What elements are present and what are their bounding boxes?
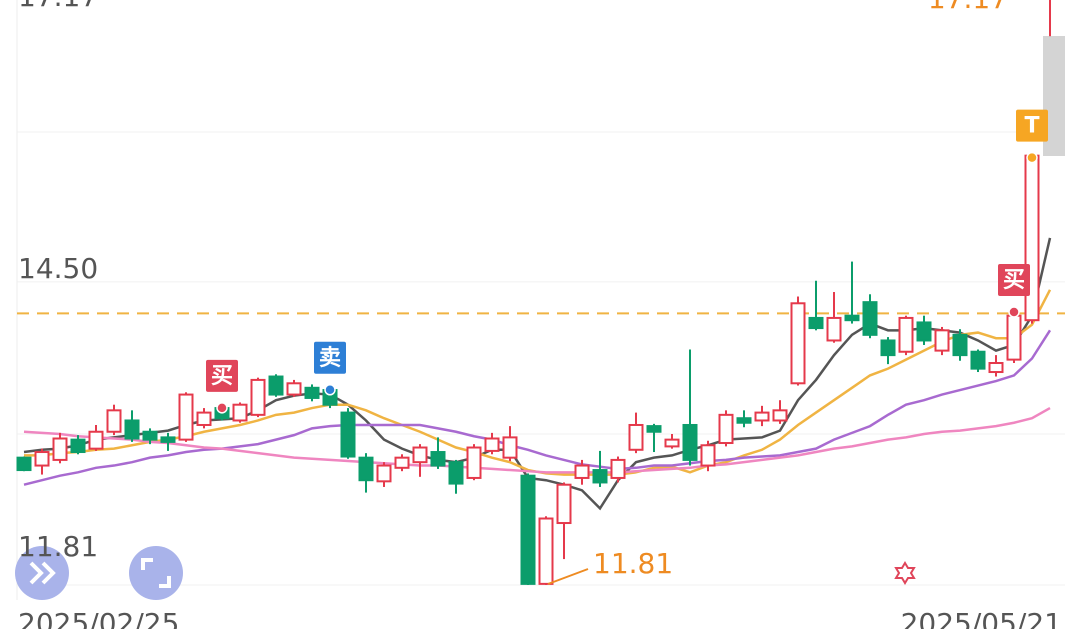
candle-body <box>952 333 968 357</box>
event-star[interactable] <box>894 561 916 585</box>
candle-body <box>484 437 500 452</box>
candle-body <box>394 456 410 469</box>
candle-body <box>574 464 590 479</box>
candle-body <box>628 423 644 451</box>
candle-body <box>664 438 680 448</box>
candle-body <box>556 483 572 525</box>
candle-body <box>304 386 320 399</box>
marker-dot <box>324 384 336 396</box>
low-label: 11.81 <box>593 547 673 580</box>
candle-body <box>106 409 122 433</box>
candle-body <box>700 444 716 467</box>
marker-dot <box>1008 306 1020 318</box>
candle-body <box>844 314 860 322</box>
marker-badge <box>1016 109 1048 142</box>
candle-body <box>268 375 284 396</box>
candle-body <box>124 419 140 440</box>
marker-badge <box>206 359 238 392</box>
plot-area <box>16 0 1065 586</box>
candle-body <box>988 362 1004 374</box>
candle-body <box>970 350 986 370</box>
candle-body <box>538 517 554 585</box>
ma-line <box>23 237 1052 511</box>
candle-body <box>646 425 662 433</box>
candle-body <box>826 316 842 342</box>
marker-label: T <box>1024 114 1039 139</box>
scrollbar[interactable] <box>1043 36 1065 156</box>
y-tick-label: 11.81 <box>18 530 98 563</box>
candle-body <box>142 430 158 441</box>
candle-body <box>1006 314 1022 361</box>
candle-body <box>718 413 734 445</box>
candle-body <box>592 469 608 484</box>
fullscreen-button[interactable] <box>129 546 183 600</box>
low-pointer <box>547 568 589 585</box>
candle-body <box>376 464 392 483</box>
ma-line <box>23 406 1051 474</box>
marker-badge <box>998 264 1030 297</box>
candle-body <box>448 461 464 485</box>
candle-body <box>88 430 104 450</box>
candle-body <box>790 302 806 385</box>
candle-body <box>16 456 32 472</box>
marker-dot <box>1026 151 1038 164</box>
candle-body <box>52 437 68 461</box>
y-tick-label: 14.50 <box>18 252 98 285</box>
ma-line <box>23 329 1052 486</box>
candle-body <box>772 409 788 422</box>
candle-body <box>808 316 824 330</box>
high-label: 17.17 <box>928 0 1008 15</box>
candle-body <box>736 417 752 424</box>
candle-body <box>682 423 698 461</box>
marker-label: 买 <box>211 364 233 389</box>
candle-body <box>898 316 914 353</box>
x-tick-label: 2025/05/21 <box>901 607 1062 629</box>
candle-body <box>196 411 212 426</box>
candle-body <box>754 411 770 422</box>
ma-line <box>24 289 1052 476</box>
candle-body <box>466 446 482 479</box>
x-tick-label: 2025/02/25 <box>18 607 179 629</box>
marker-badge <box>314 341 346 374</box>
candle-body <box>520 474 536 585</box>
candle-body <box>358 456 374 482</box>
marker-label: 买 <box>1003 268 1025 293</box>
candle-body <box>430 451 446 467</box>
marker-label: 卖 <box>319 345 341 371</box>
candle-body <box>232 403 248 422</box>
candle-body <box>916 321 932 342</box>
candle-body <box>70 438 86 454</box>
candle-body <box>160 436 176 443</box>
candle-body <box>250 378 266 416</box>
candle-body <box>286 382 302 396</box>
candle-body <box>340 411 356 458</box>
candle-body <box>502 436 518 459</box>
candle-body <box>862 301 878 336</box>
candle-body <box>34 451 50 467</box>
candle-body <box>412 446 428 464</box>
marker-dot <box>216 402 228 414</box>
y-tick-label: 17.17 <box>18 0 98 13</box>
candle-body <box>880 339 896 357</box>
candle-body <box>934 329 950 352</box>
expand-button[interactable] <box>15 546 69 600</box>
candle-body <box>178 393 194 441</box>
candle-body <box>610 458 626 479</box>
